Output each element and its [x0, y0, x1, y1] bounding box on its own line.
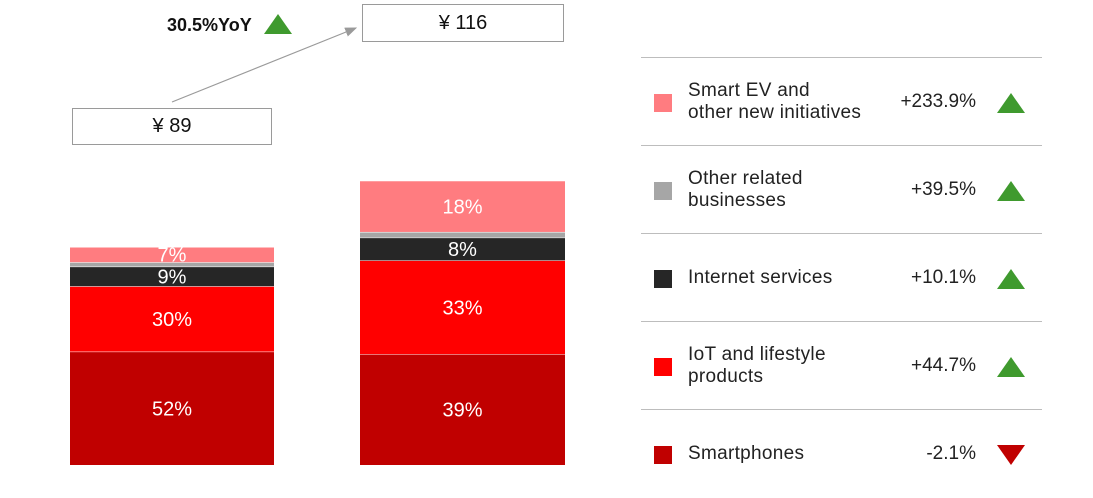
bar-segment-2-1: [360, 354, 565, 465]
bar-segment-2-2: [360, 260, 565, 355]
legend-swatch: [654, 446, 672, 464]
arrow-up-icon: [997, 93, 1025, 113]
legend-label: Smartphones: [688, 443, 805, 464]
legend-swatch: [654, 270, 672, 288]
legend-row: Other related businesses +39.5%: [641, 145, 1042, 233]
stacked-bar-chart: 52% 30% 9%7% 39% 33% 8% 18%: [70, 27, 565, 465]
legend-swatch: [654, 358, 672, 376]
bar-segment-label: 8%: [448, 239, 477, 261]
yoy-annotation: 30.5%YoY: [167, 15, 252, 35]
bar-segment-2-3: [360, 237, 565, 261]
yoy-growth-arrow: [171, 27, 358, 103]
bar-segment-label: 18%: [442, 196, 482, 218]
legend-swatch: [654, 182, 672, 200]
arrow-up-icon: [997, 181, 1025, 201]
bar-segment-label: 33%: [442, 297, 482, 319]
legend-change-value: +44.7%: [911, 355, 976, 376]
legend-change-value: +10.1%: [911, 267, 976, 288]
arrow-up-icon: [997, 357, 1025, 377]
legend-row: IoT and lifestyle products +44.7%: [641, 321, 1042, 409]
bar-segment-1-2: [70, 286, 274, 352]
legend-row: Internet services +10.1%: [641, 233, 1042, 321]
bar-segment-1-4: [70, 262, 274, 267]
arrow-down-icon: [997, 445, 1025, 465]
legend-row: Smart EV and other new initiatives +233.9…: [641, 57, 1042, 145]
legend-label: Other related businesses: [688, 168, 803, 211]
bar-segment-2-4: [360, 231, 565, 238]
yoy-up-arrow-icon: [264, 14, 292, 34]
legend-label: Internet services: [688, 267, 833, 288]
legend: Smart EV and other new initiatives +233.9…: [641, 57, 1042, 497]
legend-label: IoT and lifestyle products: [688, 344, 826, 387]
bar-segment-label: 30%: [152, 309, 192, 331]
legend-label: Smart EV and other new initiatives: [688, 80, 862, 123]
bar-segment-label: 52%: [152, 398, 192, 420]
legend-swatch: [654, 94, 672, 112]
legend-change-value: -2.1%: [926, 443, 976, 464]
bar-segment-2-5: [360, 180, 565, 232]
legend-change-value: +39.5%: [911, 179, 976, 200]
bar-segment-1-5: [70, 246, 274, 263]
legend-change-value: +233.9%: [900, 91, 976, 112]
bar-segment-label: 9%: [158, 266, 187, 288]
bar-segment-label: 39%: [442, 400, 482, 422]
arrow-up-icon: [997, 269, 1025, 289]
legend-row: Smartphones -2.1%: [641, 409, 1042, 497]
bar-segment-label: 7%: [158, 245, 187, 267]
bar-segment-1-3: [70, 266, 274, 287]
bar-segment-1-1: [70, 351, 274, 465]
bar-total-label-2: ¥ 116: [362, 4, 564, 42]
bar-total-label-1: ¥ 89: [72, 108, 272, 145]
